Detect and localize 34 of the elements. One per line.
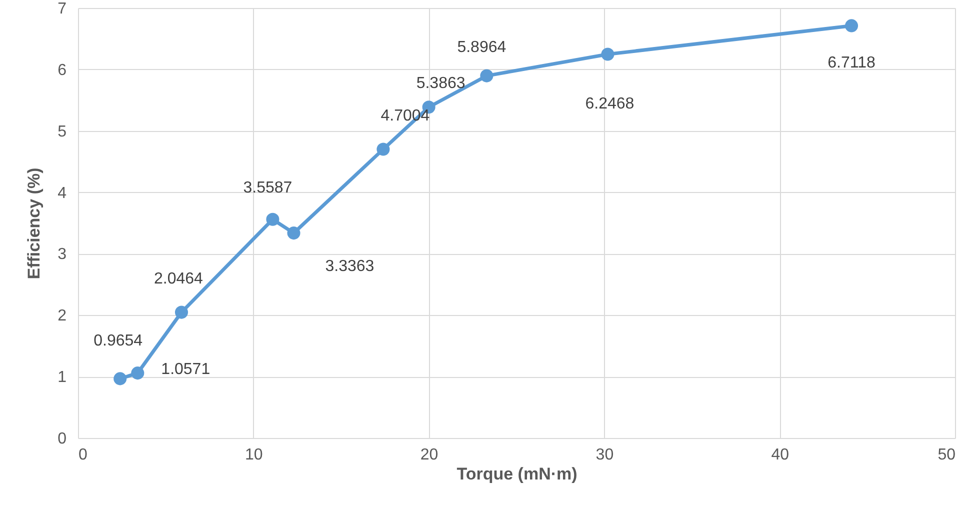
point [266, 212, 280, 226]
data-label: 3.5587 [243, 179, 292, 196]
x-tick-label: 0 [78, 446, 88, 464]
y-tick-label: 2 [58, 308, 67, 325]
y-tick-label: 0 [58, 430, 67, 448]
data-label: 5.8964 [457, 38, 506, 56]
x-axis-title: Torque (mN·m) [456, 464, 578, 484]
y-tick-label: 5 [58, 123, 67, 140]
y-tick-label: 3 [58, 246, 67, 264]
point [131, 366, 144, 380]
point [114, 372, 127, 386]
data-label: 1.0571 [161, 361, 210, 378]
x-tick-label: 40 [771, 446, 790, 464]
data-label: 6.2468 [585, 95, 634, 112]
point [601, 48, 614, 61]
point [480, 69, 494, 82]
y-tick-label: 4 [58, 184, 67, 202]
data-label: 3.3363 [325, 258, 374, 276]
y-tick-label: 1 [58, 369, 67, 386]
data-label: 0.9654 [94, 332, 143, 350]
point [174, 306, 188, 319]
x-tick-label: 20 [420, 446, 438, 464]
data-label: 6.7118 [828, 54, 876, 72]
y-tick-label: 7 [58, 0, 67, 18]
y-tick-label: 6 [58, 62, 67, 79]
data-label: 5.3863 [416, 75, 466, 92]
x-tick-label: 10 [245, 446, 263, 464]
point [844, 19, 858, 32]
point [376, 142, 390, 156]
data-label: 2.0464 [154, 270, 204, 288]
x-tick-label: 50 [938, 446, 956, 464]
x-tick-label: 30 [596, 446, 614, 464]
point [287, 226, 300, 240]
y-axis-title: Efficiency (%) [24, 168, 44, 280]
